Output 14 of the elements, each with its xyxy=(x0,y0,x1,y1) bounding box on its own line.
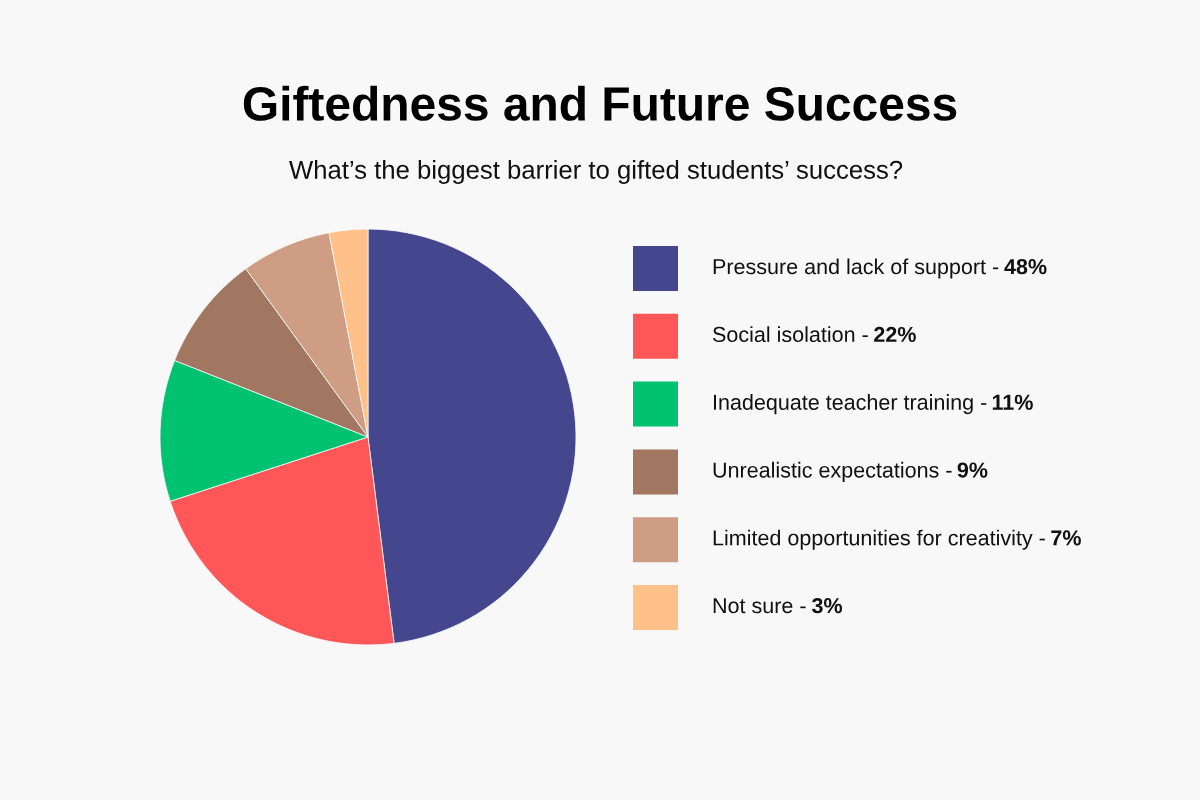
legend-label: Not sure - xyxy=(713,598,806,614)
chart-subtitle: What’s the biggest barrier to gifted students’ success? xyxy=(289,160,903,184)
legend-label: Limited opportunities for creativity - xyxy=(713,529,1045,550)
legend-label: Inadequate teacher training - xyxy=(713,394,987,415)
data-label: 48% xyxy=(1004,259,1047,275)
data-label: 11% xyxy=(992,394,1033,410)
legend-label: Social isolation - xyxy=(712,326,868,343)
data-label: 3% xyxy=(811,598,843,614)
chart-title: Giftedness and Future Success xyxy=(243,85,957,121)
legend-label: Pressure and lack of support - xyxy=(713,258,999,279)
data-label: 22% xyxy=(874,326,916,343)
data-label: 9% xyxy=(957,462,988,478)
legend-label: Unrealistic expectations - xyxy=(713,461,952,482)
data-label: 7% xyxy=(1051,530,1081,546)
